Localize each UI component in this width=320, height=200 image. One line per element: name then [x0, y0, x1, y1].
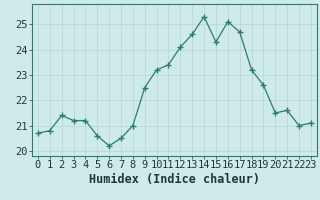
X-axis label: Humidex (Indice chaleur): Humidex (Indice chaleur) [89, 173, 260, 186]
